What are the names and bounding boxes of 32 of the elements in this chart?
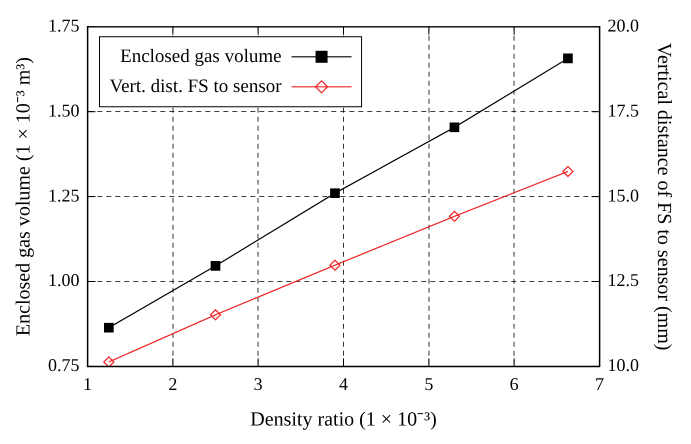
x-tick-label: 3 <box>254 374 263 394</box>
x-tick-label: 6 <box>510 374 519 394</box>
y-tick-label: 0.75 <box>48 355 80 376</box>
point <box>450 122 460 132</box>
y2-tick-label: 15.0 <box>608 185 639 206</box>
y-tick-label: 1.50 <box>48 100 80 120</box>
x-tick-label: 7 <box>595 374 604 394</box>
x-tick-label: 1 <box>83 374 92 394</box>
y-tick-label: 1.00 <box>48 270 80 290</box>
y2-axis-title: Vertical distance of FS to sensor (mm) <box>652 42 675 350</box>
y2-tick-label: 17.5 <box>608 100 639 120</box>
y-tick-label: 1.75 <box>48 16 80 36</box>
point <box>448 210 460 222</box>
point <box>103 356 114 366</box>
y-tick-label: 1.25 <box>48 185 80 206</box>
point <box>330 188 340 198</box>
legend-label: Enclosed gas volume <box>120 46 282 67</box>
x-axis-title: Density ratio (1 × 10⁻³) <box>250 408 437 430</box>
point <box>210 261 220 271</box>
point <box>562 166 574 178</box>
y2-tick-label: 10.0 <box>608 355 639 376</box>
y2-tick-label: 20.0 <box>608 16 639 36</box>
point <box>104 322 114 333</box>
point <box>210 309 222 320</box>
x-tick-label: 4 <box>339 374 348 394</box>
x-tick-label: 2 <box>168 374 178 394</box>
y2-tick-label: 12.5 <box>608 270 639 290</box>
x-tick-label: 5 <box>424 374 434 394</box>
y-axis-title: Enclosed gas volume (1 × 10⁻³ m³) <box>12 57 34 336</box>
point <box>563 54 573 64</box>
legend-label: Vert. dist. FS to sensor <box>109 76 282 97</box>
point <box>329 260 341 271</box>
